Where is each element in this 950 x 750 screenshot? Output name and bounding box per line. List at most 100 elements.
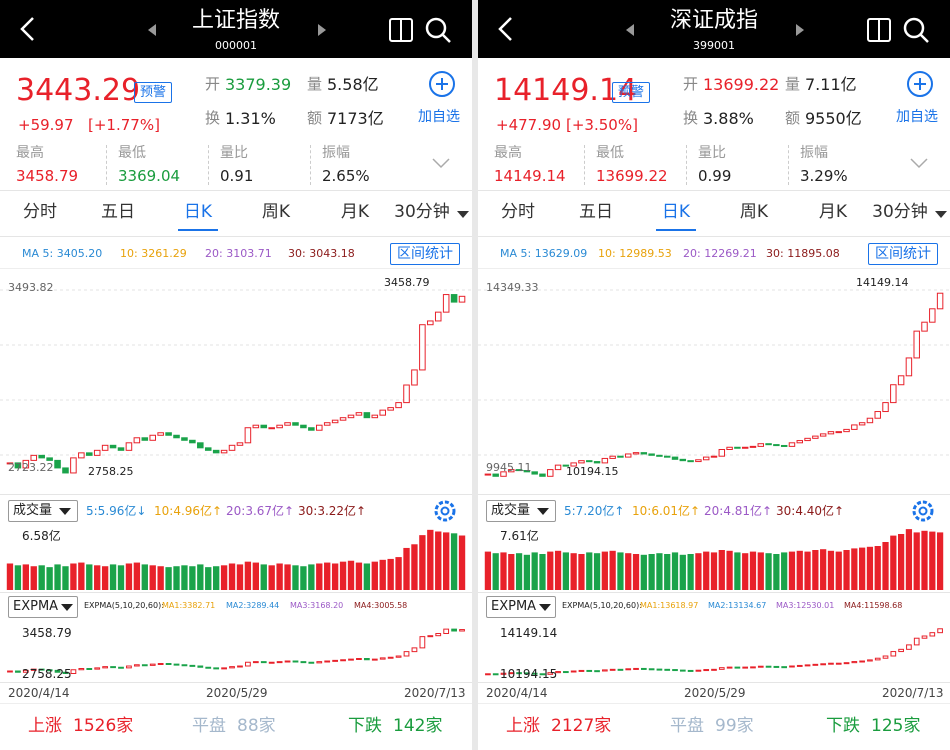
tab[interactable]: 周K [261, 202, 291, 222]
candle [734, 666, 741, 669]
volume-bar [859, 547, 866, 590]
candle [936, 292, 944, 310]
alert-button[interactable]: 预警 [134, 82, 173, 103]
footer-label: 上涨 [28, 716, 62, 736]
candle [339, 417, 347, 421]
tab[interactable]: 日K [661, 202, 691, 222]
volume-button[interactable]: 成交量 [486, 500, 556, 522]
volume-bar [395, 557, 402, 590]
volume-bar [648, 554, 655, 590]
tab[interactable]: 月K [818, 202, 848, 222]
add-watchlist[interactable]: 加自选 [896, 109, 938, 125]
candle [921, 321, 928, 332]
candle [679, 669, 686, 672]
candle [586, 669, 593, 672]
tab[interactable]: 30分钟 [872, 202, 928, 222]
candle [22, 459, 30, 469]
candle [125, 442, 133, 451]
tab[interactable]: 五日 [101, 202, 135, 222]
volume-bar [228, 563, 236, 590]
tab[interactable]: 周K [739, 202, 769, 222]
footer-label: 平盘 [670, 716, 704, 736]
candle [86, 452, 93, 456]
add-plus [914, 78, 926, 90]
expand-icon [910, 158, 928, 169]
candle [812, 663, 819, 666]
volume-bar [197, 564, 204, 590]
expma-legend: MA1:13618.97 [640, 601, 699, 610]
footer-label: 上涨 [506, 716, 540, 736]
kline-chart [478, 289, 950, 477]
candle [757, 665, 764, 668]
tab[interactable]: 分时 [23, 202, 57, 222]
volume-bar [213, 566, 220, 590]
candle [508, 672, 515, 675]
stat-value: 2.65% [322, 167, 370, 185]
volume-button[interactable]: 成交量 [8, 500, 78, 522]
add-circle [429, 71, 455, 97]
turn-value: 3.88% [703, 109, 754, 128]
date-label: 2020/4/14 [486, 686, 548, 700]
volume-max-label: 7.61亿 [500, 529, 539, 543]
candle [197, 665, 204, 668]
candle [851, 424, 858, 430]
candle [625, 668, 632, 671]
gear [434, 500, 456, 522]
candle [539, 473, 546, 477]
candle [379, 409, 386, 416]
dropdown-arrow [457, 211, 469, 218]
candle [648, 453, 655, 456]
candle [555, 671, 561, 674]
range-stats-button[interactable]: 区间统计 [868, 243, 938, 265]
tab[interactable]: 五日 [579, 202, 613, 222]
search-icon-handle [920, 34, 929, 43]
volume-bar [276, 563, 283, 590]
candle [62, 671, 69, 674]
volume-button-label: 成交量 [491, 503, 531, 518]
search-icon [903, 17, 925, 39]
tab[interactable]: 分时 [501, 202, 535, 222]
expma-chart [7, 628, 465, 674]
volume-bar [570, 553, 577, 590]
expma-button[interactable]: EXPMA [8, 596, 78, 618]
date-label: 2020/4/14 [8, 686, 70, 700]
expma-button-label: EXPMA [13, 599, 59, 614]
volume-bar [14, 565, 22, 590]
candle [284, 660, 291, 663]
candle [750, 666, 756, 669]
candle [874, 657, 881, 661]
footer-value: 142家 [393, 716, 443, 736]
tab[interactable]: 30分钟 [394, 202, 450, 222]
candle [442, 294, 450, 313]
volume-bar [710, 552, 718, 590]
volume-bar [640, 554, 647, 590]
candle [86, 668, 93, 670]
add-watchlist[interactable]: 加自选 [418, 109, 460, 125]
volume-bar [913, 532, 920, 590]
expma-params: EXPMA(5,10,20,60): [562, 601, 642, 610]
volume-bar [70, 563, 77, 590]
expma-button[interactable]: EXPMA [486, 596, 556, 618]
candle [165, 663, 172, 665]
candle [702, 456, 710, 461]
change-pct: [+3.50%] [566, 116, 638, 134]
open-value: 13699.22 [703, 75, 780, 94]
candle [38, 668, 45, 671]
settings-icon [912, 500, 934, 522]
candle [789, 665, 795, 668]
tab[interactable]: 月K [340, 202, 370, 222]
volume-bar [220, 565, 228, 590]
volume-bar [664, 554, 671, 590]
candle [578, 669, 585, 672]
volume-bar [695, 553, 702, 590]
tab[interactable]: 日K [183, 202, 213, 222]
candle [70, 669, 77, 674]
stat-divider [584, 145, 585, 185]
candle [508, 469, 515, 473]
range-stats-button[interactable]: 区间统计 [390, 243, 460, 265]
alert-button[interactable]: 预警 [612, 82, 651, 103]
candle [695, 459, 702, 463]
candle [118, 666, 124, 669]
volume-bar [921, 530, 928, 590]
